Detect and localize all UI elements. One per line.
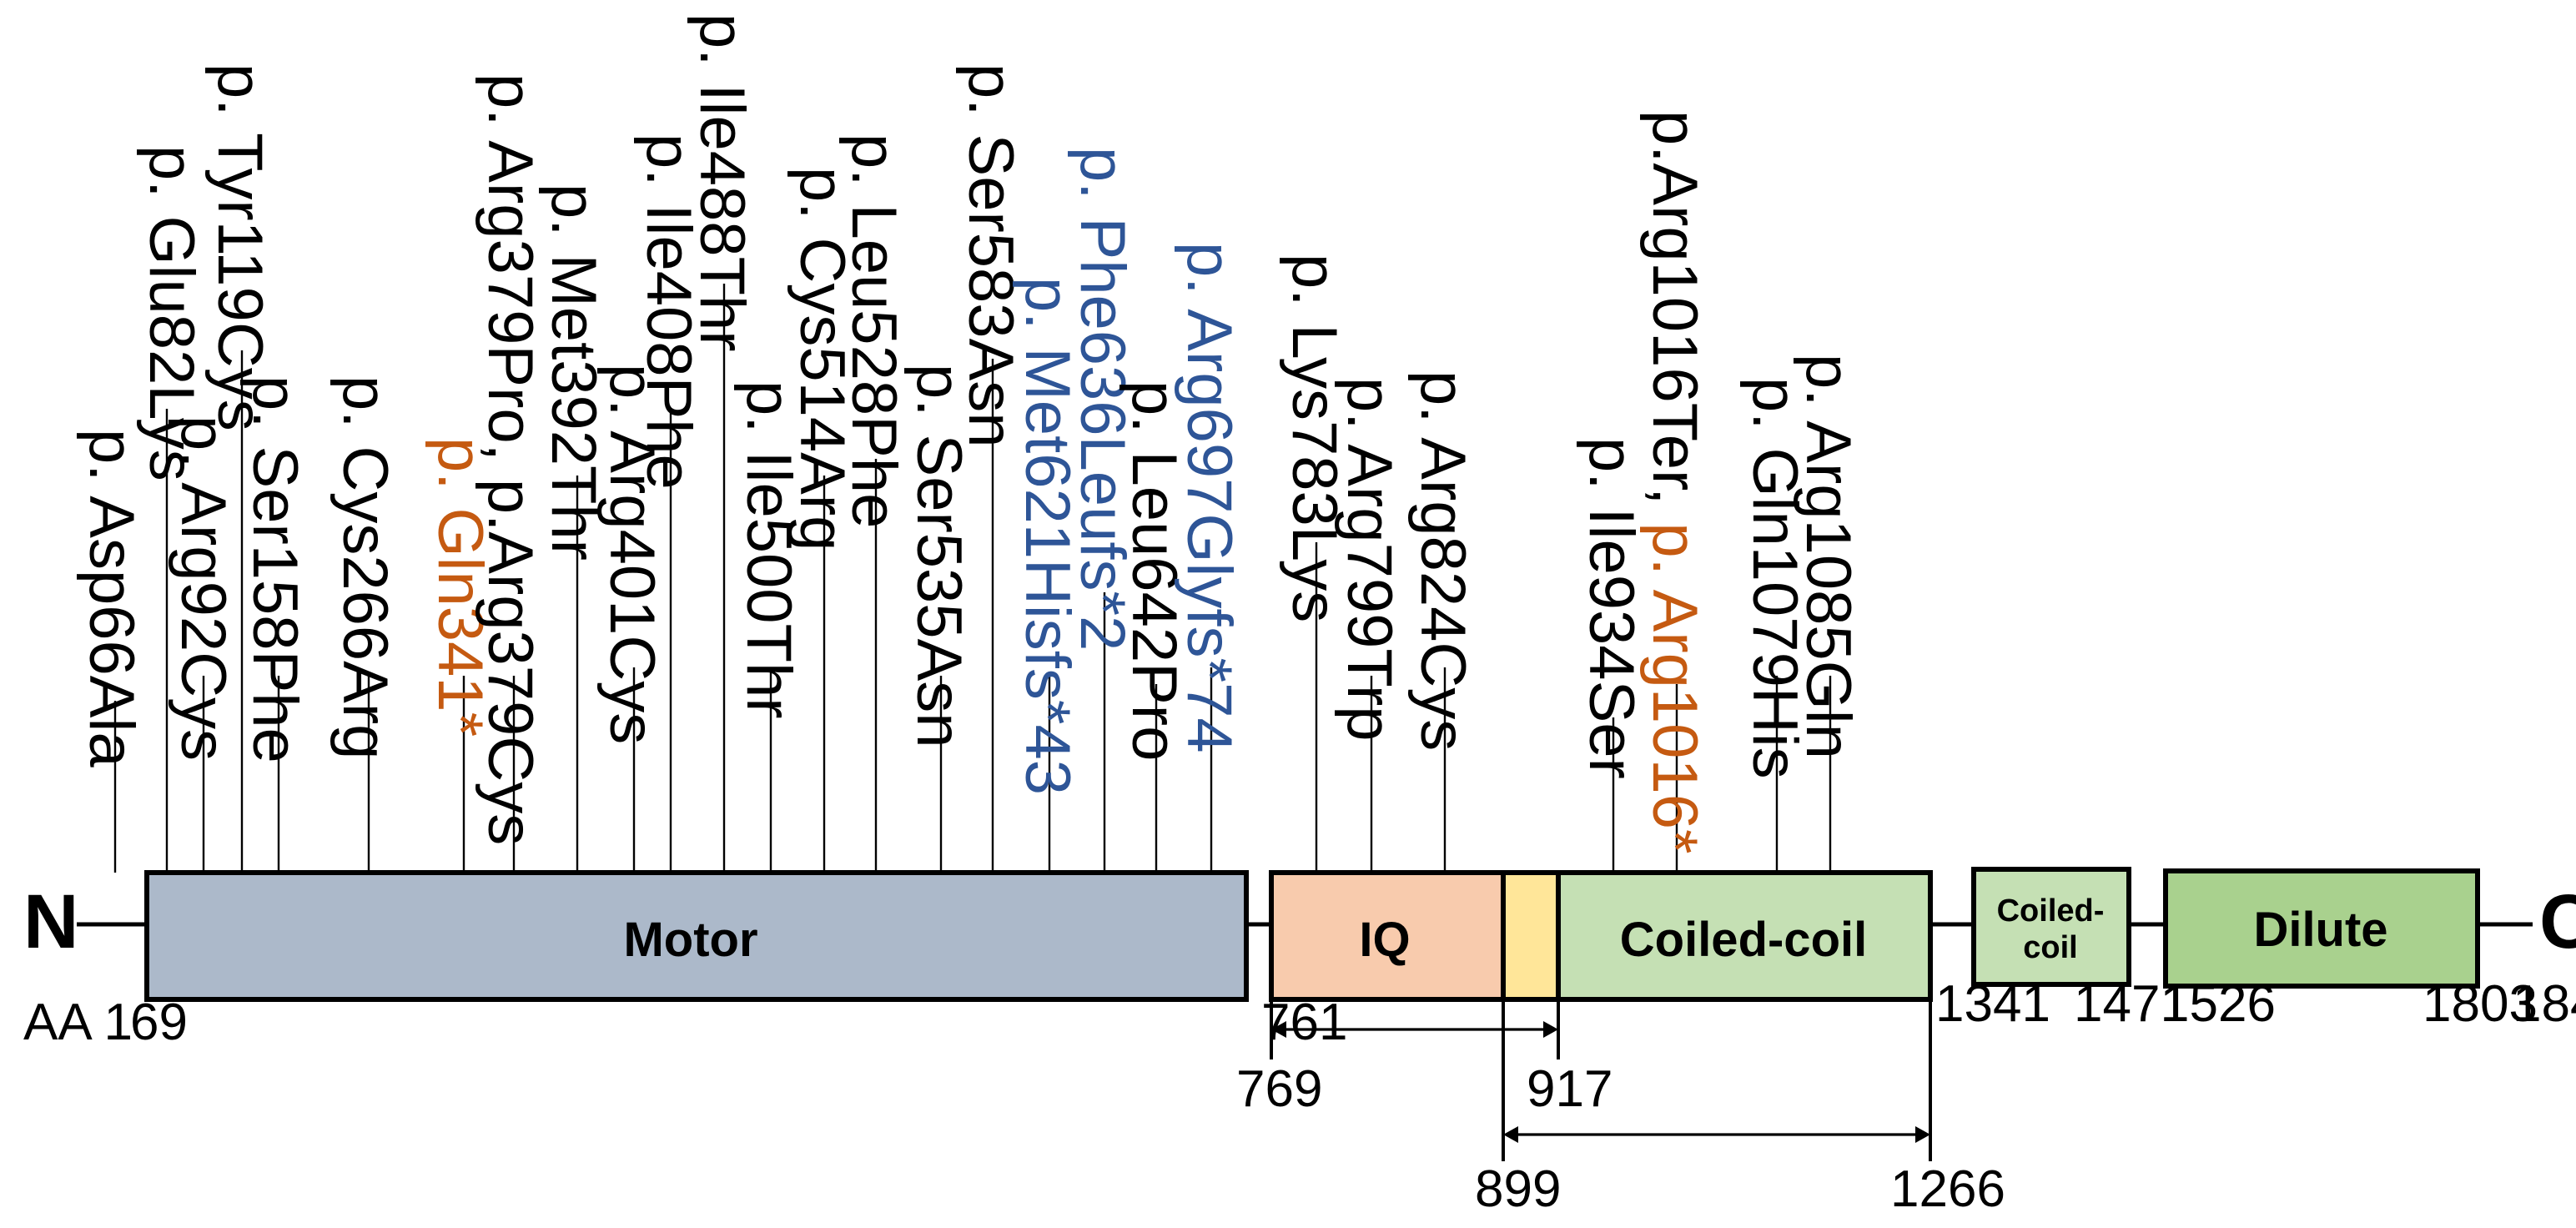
variant-asp66ala: p. Asp66Ala (76, 429, 147, 768)
position-1341: 1341 (1935, 975, 2050, 1033)
variant-met621hisfs: p. Met621Hisfs*43 (1012, 277, 1083, 795)
range-arrowhead-899-left (1503, 1126, 1518, 1143)
variant-gln1079his: p. Gln1079His (1739, 377, 1810, 779)
motor-domain (144, 870, 1249, 1002)
variant-ile488thr: p. Ile488Thr (687, 13, 757, 352)
variant-arg92cys: p. Arg92Cys (168, 415, 239, 761)
variant-arg401cys: p. Arg401Cys (596, 364, 667, 744)
position-69: 69 (130, 994, 188, 1051)
variant-arg1085gln: p. Arg1085Gln (1793, 354, 1864, 759)
iq-overlap-region (1501, 870, 1561, 1002)
iq-domain-label: IQ (1359, 913, 1410, 967)
n-terminus-label: N (23, 879, 78, 964)
variant-arg1016: p.Arg1016Ter, p. Arg1016* (1639, 110, 1710, 854)
variant-ser158phe: p. Ser158Phe (239, 375, 310, 763)
variant-met392thr: p. Met392Thr (538, 184, 609, 561)
variant-cys266arg: p. Cys266Arg (330, 375, 400, 759)
variant-ser535asn: p. Ser535Asn (903, 364, 974, 748)
range-arrowhead-917-right (1543, 1021, 1558, 1038)
range-arrowhead-1266-right (1915, 1126, 1930, 1143)
variant-glu82lys: p. Glu82Lys (136, 145, 207, 481)
position-1526: 1526 (2161, 975, 2276, 1033)
dilute-domain (2163, 868, 2480, 989)
coiled-coil-2-domain (1971, 867, 2131, 987)
position-1471: 1471 (2074, 975, 2189, 1033)
variant-ile408phe: p. Ile408Phe (633, 133, 704, 490)
variant-arg799trp: p. Arg799Trp (1334, 377, 1405, 742)
position-761: 761 (1261, 994, 1347, 1051)
variant-leu642pro: p. Leu642Pro (1119, 380, 1190, 761)
coiled-coil-domain (1556, 870, 1933, 1002)
position-1848: 1848 (2513, 975, 2576, 1033)
variant-phe636leufs: p. Phe636Leufs*2 (1067, 147, 1138, 651)
variant-ile934ser: p. Ile934Ser (1576, 437, 1647, 779)
variant-arg379: p. Arg379Pro, p.Arg379Cys (475, 73, 546, 845)
coiled-coil-domain-label: Coiled-coil (1620, 913, 1867, 967)
c-terminus-label: C (2539, 879, 2576, 964)
position-769: 769 (1236, 1060, 1322, 1118)
variant-leader-lines (113, 284, 1832, 873)
motor-domain-label: Motor (623, 913, 757, 967)
variant-gln341: p. Gln341* (425, 437, 496, 737)
variant-ile500thr: p. Ile500Thr (733, 380, 804, 719)
position-1803: 1803 (2423, 975, 2538, 1033)
position-899: 899 (1475, 1160, 1561, 1218)
variant-arg824cys: p. Arg824Cys (1407, 370, 1478, 751)
position-aa1: AA 1 (23, 994, 133, 1051)
variant-cys514arg: p. Cys514Arg (787, 167, 858, 551)
position-1266: 1266 (1890, 1160, 2005, 1218)
variant-lys783lys: p. Lys783Lys (1279, 254, 1350, 622)
variant-tyr119cys: p. Tyr119Cys (204, 63, 275, 431)
variant-leu528phe: p. Leu528Phe (838, 133, 909, 528)
variant-arg697glyfs: p. Arg697Glyfs*74 (1174, 242, 1245, 753)
range-arrowhead-769-left (1271, 1021, 1286, 1038)
variant-arg1016-part1: p.Arg1016Ter, (1639, 110, 1710, 522)
coiled-coil-2-label-line2: coil (2023, 930, 2077, 965)
position-917: 917 (1527, 1060, 1613, 1118)
coiled-coil-2-label-line1: Coiled- (1997, 893, 2105, 929)
variant-ser583asn: p. Ser583Asn (955, 63, 1026, 448)
variant-arg1016-part2: p. Arg1016* (1639, 522, 1710, 853)
dilute-domain-label: Dilute (2253, 903, 2387, 957)
